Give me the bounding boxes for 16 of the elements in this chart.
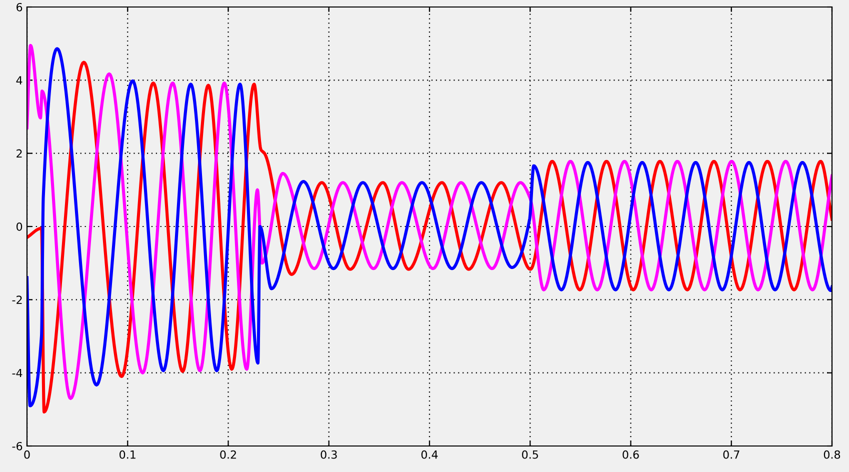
x-tick-label: 0 — [24, 450, 30, 459]
y-tick-label: -4 — [12, 368, 22, 378]
x-tick-label: 0.4 — [421, 450, 438, 459]
x-tick-label: 0.3 — [320, 450, 337, 459]
y-tick-label: 4 — [16, 76, 22, 84]
x-tick-label: 0.1 — [120, 450, 136, 459]
x-tick-label: 0.7 — [723, 450, 740, 459]
y-tick-label: 0 — [16, 222, 22, 231]
x-tick-label: 0.6 — [622, 450, 639, 459]
y-tick-label: 2 — [16, 149, 22, 158]
y-tick-label: -6 — [12, 442, 22, 450]
x-tick-label: 0.8 — [824, 450, 840, 459]
x-tick-label: 0.2 — [220, 450, 236, 459]
x-tick-label: 0.5 — [522, 450, 538, 459]
y-tick-label: 6 — [16, 2, 22, 12]
y-tick-label: -2 — [12, 296, 22, 304]
